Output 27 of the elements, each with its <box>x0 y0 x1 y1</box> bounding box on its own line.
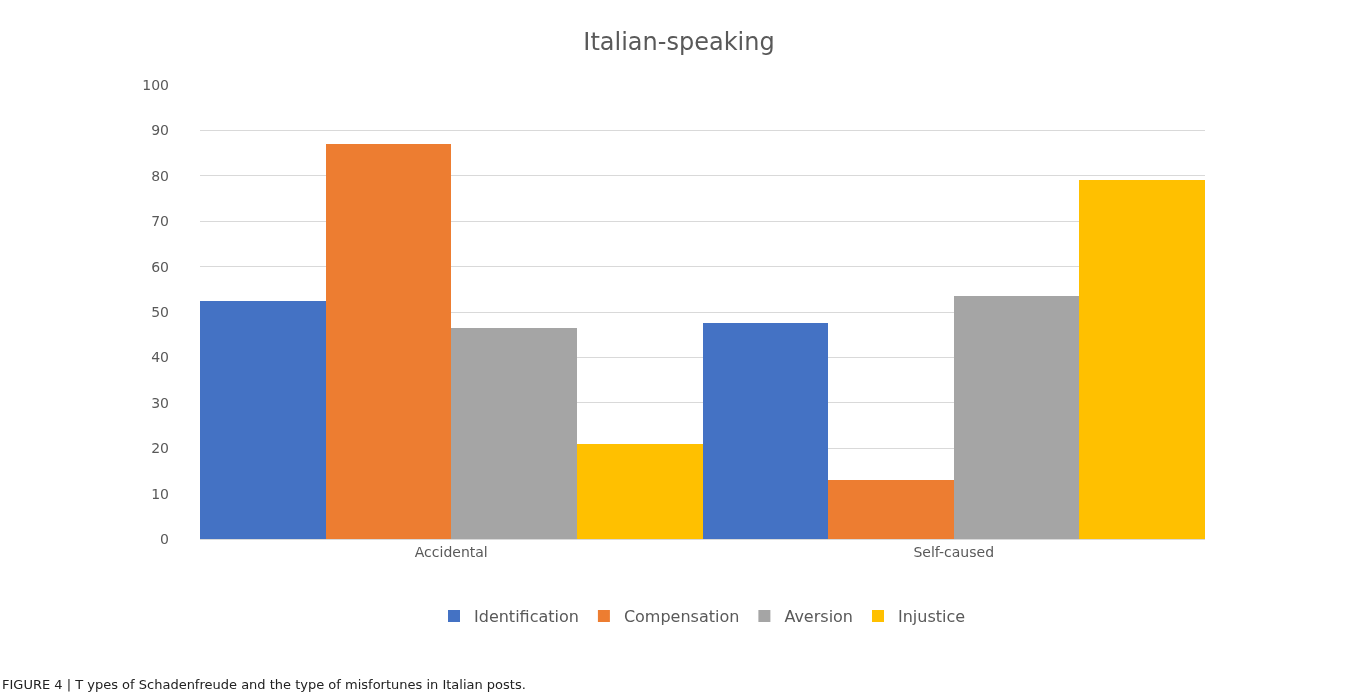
bar <box>326 144 451 539</box>
bar <box>1079 180 1205 539</box>
y-tick-label: 100 <box>142 76 169 93</box>
y-tick-label: 10 <box>151 485 169 502</box>
bar <box>451 328 577 539</box>
bar <box>828 480 954 539</box>
bar <box>200 301 326 539</box>
y-tick-label: 70 <box>151 213 169 230</box>
x-tick-label: Accidental <box>414 543 488 560</box>
legend-label: Injustice <box>898 607 966 627</box>
chart-title: Italian-speaking <box>583 28 775 57</box>
bar <box>577 444 703 539</box>
bar <box>703 323 828 539</box>
y-tick-label: 20 <box>151 440 169 457</box>
y-tick-label: 60 <box>151 258 169 275</box>
legend-label: Aversion <box>784 607 853 627</box>
caption: FIGURE 4 | T ypes of Schadenfreude and the type of misfortunes in Italian posts. <box>2 677 526 692</box>
y-tick-label: 40 <box>151 349 169 366</box>
y-tick-label: 80 <box>151 167 169 184</box>
y-tick-label: 50 <box>151 303 169 320</box>
y-tick-label: 0 <box>160 530 169 547</box>
y-tick-label: 90 <box>151 122 169 139</box>
bar <box>954 296 1079 539</box>
y-tick-label: 30 <box>151 394 169 411</box>
legend-label: Identification <box>474 607 579 627</box>
x-tick-label: Self-caused <box>913 543 995 560</box>
legend-label: Compensation <box>623 607 740 627</box>
